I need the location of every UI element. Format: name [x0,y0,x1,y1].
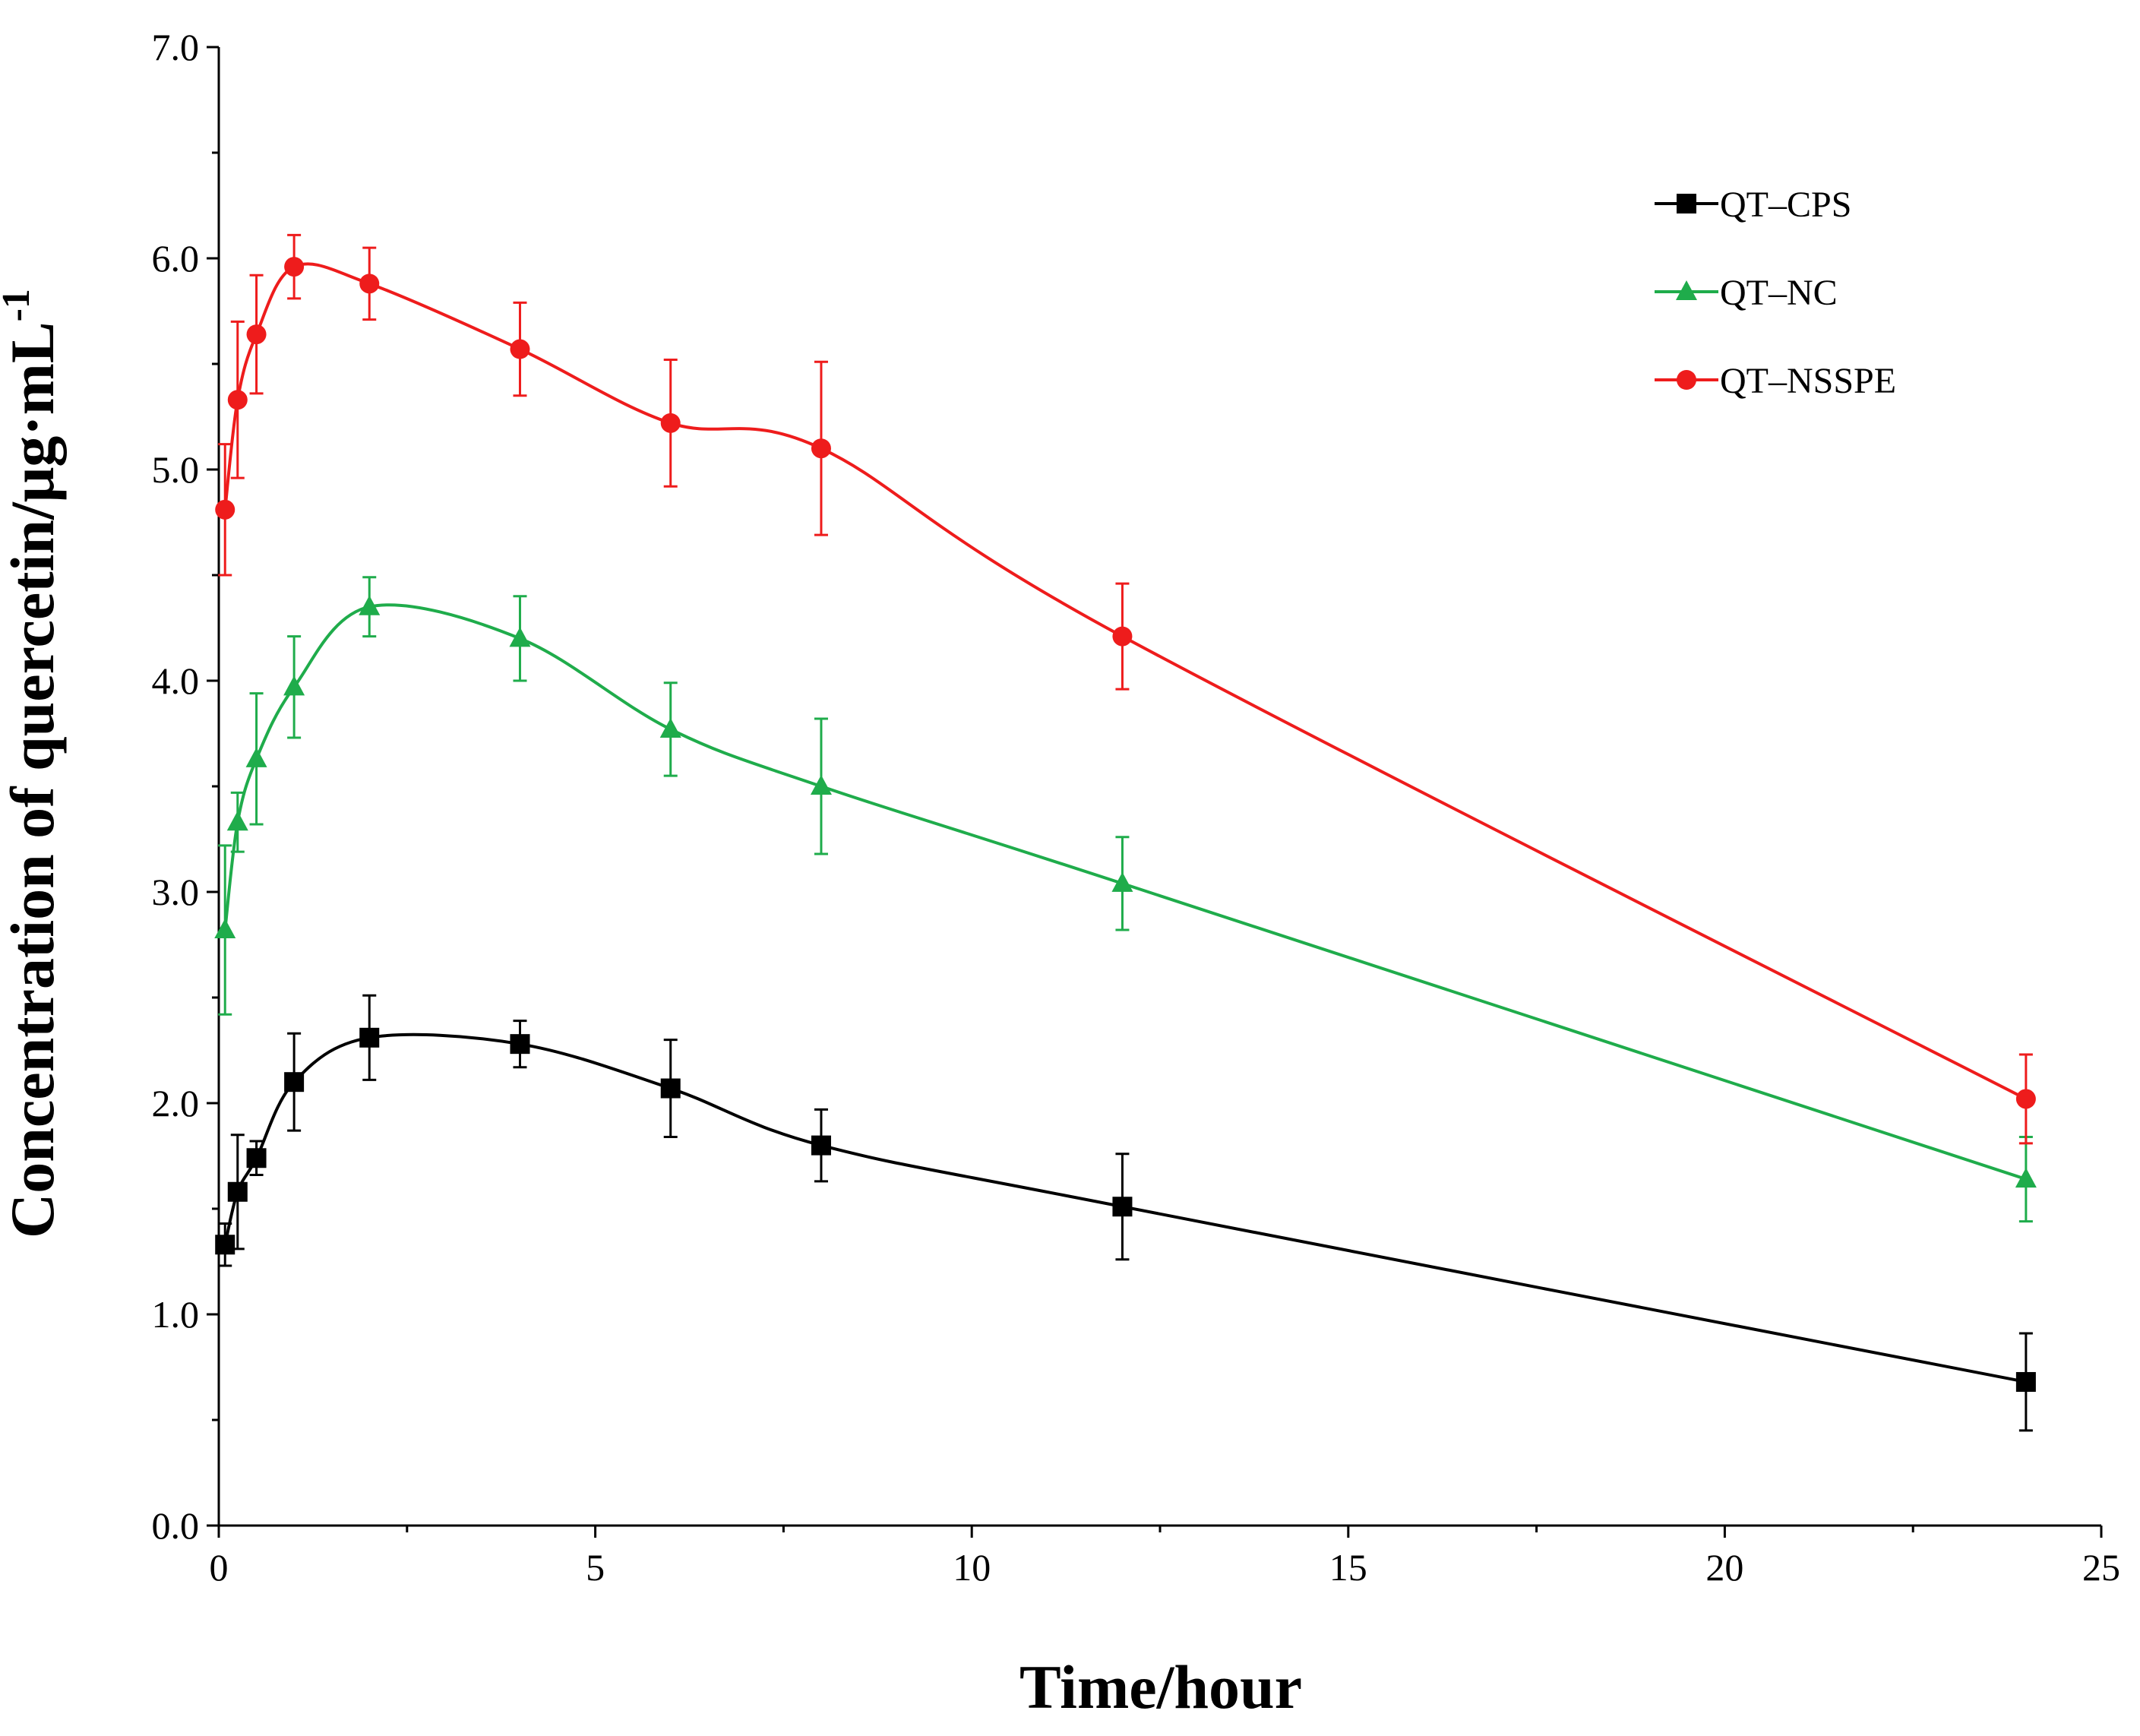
legend-label: QT–NSSPE [1720,361,1896,401]
legend-marker [1677,370,1696,390]
data-point [283,675,305,696]
x-tick-label: 0 [210,1546,229,1589]
data-point [2015,1089,2036,1109]
data-point [214,919,236,939]
series-triangle [214,576,2037,1223]
y-tick-label: 3.0 [152,871,200,913]
data-point [215,1235,235,1255]
y-axis-title-superscript: -1 [0,289,38,321]
data-point [359,1027,380,1048]
data-point [215,499,235,520]
data-point [509,627,531,647]
data-point [2015,1371,2036,1392]
data-point [1111,871,1133,892]
y-tick-label: 7.0 [152,26,200,68]
legend-label: QT–CPS [1720,185,1851,225]
y-axis-title-text: Concentration of quercetin/μg·mL [0,321,67,1238]
y-tick-label: 4.0 [152,659,200,702]
y-tick-label: 6.0 [152,237,200,280]
data-point [810,775,832,795]
data-point [660,413,681,433]
series-line [223,603,2027,1181]
series-line [223,1032,2027,1383]
data-point [284,1072,305,1093]
data-point [245,747,267,767]
x-tick-label: 5 [586,1546,605,1589]
data-point [510,1034,530,1055]
y-axis-title-group: Concentration of quercetin/μg·mL-1 [0,289,67,1238]
legend-label: QT–NC [1720,273,1838,313]
data-point [1112,1197,1133,1217]
y-tick-label: 1.0 [152,1293,200,1336]
x-tick-label: 15 [1329,1546,1367,1589]
data-point [659,717,681,738]
series-layer [214,233,2037,1432]
y-axis-title: Concentration of quercetin/μg·mL-1 [0,289,67,1238]
data-point [359,595,381,615]
legend-entry: QT–NSSPE [1655,361,1896,401]
data-point [226,811,248,831]
data-point [227,390,248,410]
x-tick-label: 10 [953,1546,991,1589]
series-square [215,994,2036,1432]
legend-entry: QT–CPS [1655,185,1851,225]
data-point [246,1148,267,1168]
series-circle [215,233,2036,1145]
y-tick-label: 0.0 [152,1504,200,1547]
x-tick-label: 25 [2082,1546,2120,1589]
legend-entry: QT–NC [1655,273,1838,313]
data-point [246,324,267,345]
data-point [284,257,305,277]
data-point [811,438,831,459]
y-tick-label: 2.0 [152,1082,200,1124]
y-tick-label: 5.0 [152,448,200,491]
axes: 0.0 1.0 2.0 3.0 4.0 5.0 6.0 7.0 0 5 10 15 20 25 [152,26,2121,1589]
data-point [227,1181,248,1202]
legend: QT–CPS QT–NC QT–NSSPE [1655,185,1896,401]
data-point [510,339,530,359]
data-point [359,274,380,294]
x-axis-title: Time/hour [1019,1652,1302,1722]
data-point [2015,1168,2037,1188]
data-point [1112,626,1133,647]
legend-marker [1676,280,1697,300]
data-point [660,1078,681,1099]
data-point [811,1135,831,1156]
x-tick-label: 20 [1705,1546,1743,1589]
legend-marker [1677,194,1696,213]
